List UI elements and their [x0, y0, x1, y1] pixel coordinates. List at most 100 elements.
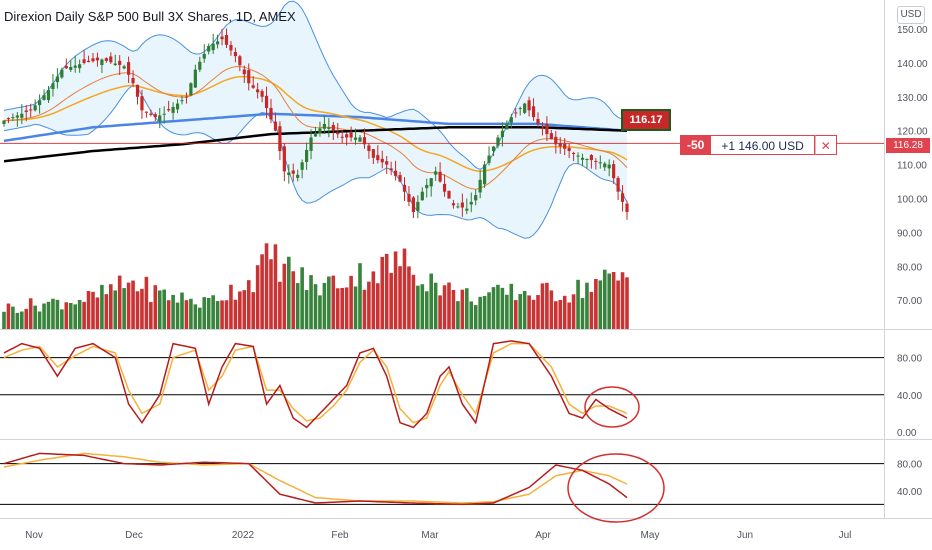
volume-bar	[95, 297, 100, 329]
volume-bar	[491, 287, 496, 329]
volume-bar	[496, 284, 500, 329]
volume-bar	[215, 301, 220, 329]
candle-body	[336, 132, 340, 135]
volume-bar	[482, 296, 487, 329]
candle-body	[118, 60, 122, 65]
price-tick-label: 120.00	[897, 127, 928, 138]
candle-body	[353, 137, 358, 140]
volume-bar	[625, 277, 629, 329]
volume-bar	[42, 303, 46, 329]
volume-bar	[255, 265, 260, 329]
candle-body	[371, 149, 375, 158]
order-line-widget[interactable]: -50 +1 146.00 USD ✕	[680, 135, 837, 155]
order-quantity[interactable]: -50	[680, 135, 712, 155]
volume-bar	[144, 276, 149, 329]
osc2-k-line	[3, 452, 628, 506]
candle-body	[429, 178, 433, 187]
volume-bar	[242, 290, 247, 329]
osc2-d-line	[3, 452, 628, 504]
candle-body	[113, 63, 117, 65]
sma-mid-line	[3, 112, 628, 143]
candle-body	[572, 153, 576, 155]
candle-body	[313, 132, 318, 137]
volume-bar	[509, 283, 514, 329]
volume-bar	[460, 289, 465, 329]
volume-bar	[567, 302, 571, 329]
volume-bar	[442, 285, 447, 329]
volume-bar	[24, 308, 29, 329]
candle-body	[15, 115, 19, 118]
volume-bar	[193, 304, 198, 329]
volume-bar	[77, 299, 82, 329]
candle-body	[509, 117, 513, 123]
price-tick-label: 80.00	[897, 262, 922, 273]
candle-body	[256, 89, 260, 93]
candle-body	[140, 96, 144, 111]
candle-body	[549, 133, 553, 140]
time-tick-label: Apr	[535, 530, 551, 541]
osc2-tick-label: 40.00	[897, 487, 922, 498]
volume-bar	[73, 304, 77, 329]
volume-bar	[549, 290, 554, 329]
volume-bar	[140, 288, 144, 329]
candle-body	[211, 43, 215, 51]
candle-body	[175, 103, 180, 110]
volume-bar	[416, 285, 420, 329]
volume-bar	[166, 300, 171, 329]
volume-bar	[451, 289, 456, 329]
candle-body	[425, 184, 429, 189]
candle-body	[184, 96, 189, 98]
candle-body	[585, 158, 589, 160]
volume-bar	[11, 306, 15, 329]
volume-bar	[100, 284, 104, 329]
volume-bar	[15, 312, 20, 329]
candle-body	[496, 137, 500, 146]
volume-bar	[206, 297, 211, 329]
candle-body	[153, 114, 157, 118]
candle-body	[207, 45, 211, 52]
candle-body	[131, 78, 135, 84]
volume-bar	[398, 266, 402, 329]
volume-bar	[562, 295, 567, 329]
time-tick-label: Mar	[421, 530, 439, 541]
time-tick-label: Jun	[737, 530, 753, 541]
volume-bar	[33, 305, 37, 329]
volume-bar	[126, 282, 131, 329]
volume-bar	[500, 287, 505, 329]
candle-body	[385, 161, 389, 165]
volume-bar	[55, 299, 60, 329]
osc1-tick-label: 0.00	[897, 428, 917, 439]
volume-bar	[273, 244, 278, 329]
currency-badge[interactable]: USD	[897, 6, 925, 24]
candle-body	[55, 76, 59, 83]
volume-bar	[518, 294, 522, 329]
time-tick-label: May	[641, 530, 660, 541]
order-pnl[interactable]: +1 146.00 USD	[711, 135, 815, 155]
volume-bar	[620, 272, 625, 329]
osc1-tick-label: 80.00	[897, 354, 922, 365]
volume-bar	[278, 281, 282, 329]
candle-body	[491, 146, 496, 152]
volume-bar	[536, 295, 540, 329]
candle-body	[580, 157, 585, 160]
volume-bar	[358, 263, 362, 329]
candle-body	[51, 83, 55, 90]
close-icon[interactable]: ✕	[814, 135, 837, 155]
volume-bar	[594, 278, 598, 329]
volume-bar	[616, 280, 620, 329]
candle-body	[20, 113, 24, 118]
candle-body	[135, 84, 140, 97]
volume-bar	[344, 287, 349, 329]
candle-body	[33, 105, 37, 111]
volume-bar	[282, 263, 287, 329]
volume-bar	[322, 282, 327, 329]
candle-body	[545, 123, 549, 135]
osc1-tick-label: 40.00	[897, 391, 922, 402]
candle-body	[109, 56, 113, 63]
price-tick-label: 140.00	[897, 59, 928, 70]
volume-bar	[478, 296, 482, 329]
candle-body	[531, 106, 536, 118]
time-tick-label: Jul	[839, 530, 852, 541]
candle-body	[247, 70, 251, 84]
volume-bar	[540, 283, 545, 329]
